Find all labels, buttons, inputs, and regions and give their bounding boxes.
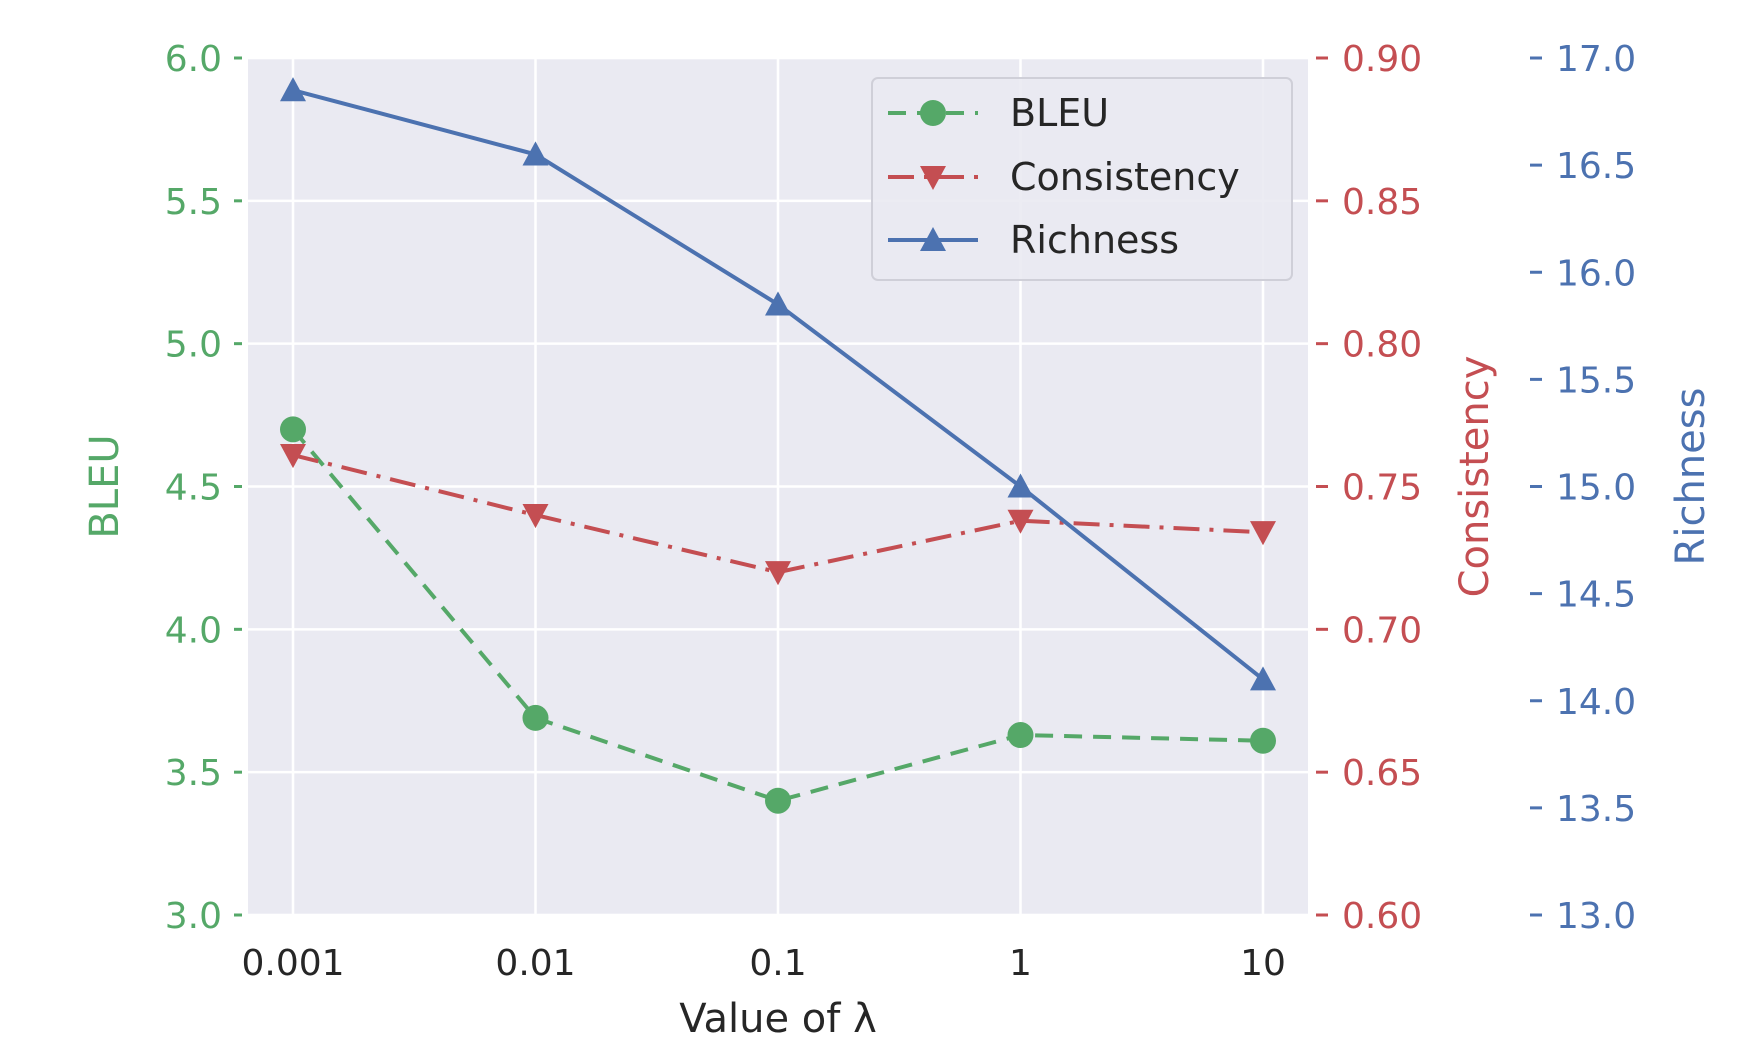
x-tick-label: 0.001 xyxy=(241,943,344,984)
consistency-tick-label: 0.75 xyxy=(1342,468,1422,509)
consistency-tick-label: 0.65 xyxy=(1342,753,1422,794)
legend-consistency-marker xyxy=(920,165,946,190)
richness-tick-label: 14.0 xyxy=(1556,682,1636,723)
x-tick-label: 0.1 xyxy=(749,943,806,984)
richness-tick-label: 13.5 xyxy=(1556,789,1636,830)
richness-tick-label: 16.0 xyxy=(1556,253,1636,294)
richness-tick-label: 16.5 xyxy=(1556,146,1636,187)
data-point-richness xyxy=(280,77,306,102)
consistency-tick-label: 0.80 xyxy=(1342,325,1422,366)
consistency-tick-label: 0.85 xyxy=(1342,182,1422,223)
data-point-richness xyxy=(522,141,549,166)
data-point-bleu xyxy=(1007,722,1034,749)
bleu-tick-label: 4.5 xyxy=(165,468,222,509)
bleu-tick-label: 5.0 xyxy=(165,325,222,366)
bleu-axis-label: BLEU xyxy=(82,434,128,538)
data-point-richness xyxy=(765,291,791,316)
series-line-bleu xyxy=(291,428,1264,803)
data-point-consistency xyxy=(765,561,791,586)
legend-item-richness: Richness xyxy=(888,218,1179,262)
legend-richness-marker xyxy=(920,227,946,252)
legend-richness-label: Richness xyxy=(1010,218,1179,262)
legend: BLEU Consistency Richness xyxy=(871,77,1293,281)
data-point-bleu xyxy=(765,787,791,814)
legend-consistency-label: Consistency xyxy=(1010,155,1240,199)
data-point-consistency xyxy=(280,444,306,469)
data-point-consistency xyxy=(522,504,549,529)
data-point-consistency xyxy=(1250,521,1276,546)
axes: 3.0 3.5 4.0 4.5 5.0 5.5 6.0 0.60 0.65 0.70 0.75 0.8… xyxy=(165,39,1636,984)
bleu-tick-label: 3.5 xyxy=(165,753,222,794)
legend-box xyxy=(871,77,1293,281)
richness-tick-label: 15.0 xyxy=(1556,468,1636,509)
consistency-tick-label: 0.90 xyxy=(1342,39,1422,80)
data-point-bleu xyxy=(280,416,306,443)
x-axis-label: Value of λ xyxy=(679,996,877,1040)
data-point-bleu xyxy=(522,704,549,731)
legend-item-consistency: Consistency xyxy=(888,155,1240,199)
bleu-tick-label: 4.0 xyxy=(165,610,222,651)
richness-axis-label: Richness xyxy=(1668,388,1714,566)
data-point-bleu xyxy=(1250,727,1276,754)
x-tick-label: 0.01 xyxy=(495,943,575,984)
consistency-tick-label: 0.70 xyxy=(1342,610,1422,651)
consistency-tick-label: 0.60 xyxy=(1342,896,1422,937)
consistency-axis-label: Consistency xyxy=(1452,356,1498,598)
bleu-tick-label: 5.5 xyxy=(165,182,222,223)
richness-tick-label: 14.5 xyxy=(1556,575,1636,616)
legend-item-bleu: BLEU xyxy=(888,91,1109,135)
data-point-consistency xyxy=(1007,509,1034,534)
x-tick-label: 10 xyxy=(1240,943,1286,984)
richness-tick-label: 13.0 xyxy=(1556,896,1636,937)
bleu-tick-label: 3.0 xyxy=(165,896,222,937)
data-point-richness xyxy=(1007,473,1034,498)
x-tick-label: 1 xyxy=(1009,943,1032,984)
series-line-consistency xyxy=(292,453,1264,575)
legend-bleu-marker xyxy=(920,100,946,126)
legend-bleu-label: BLEU xyxy=(1010,91,1109,135)
data-point-richness xyxy=(1250,666,1276,691)
richness-tick-label: 17.0 xyxy=(1556,39,1636,80)
bleu-tick-label: 6.0 xyxy=(165,39,222,80)
series-layer xyxy=(280,77,1276,814)
richness-tick-label: 15.5 xyxy=(1556,360,1636,401)
